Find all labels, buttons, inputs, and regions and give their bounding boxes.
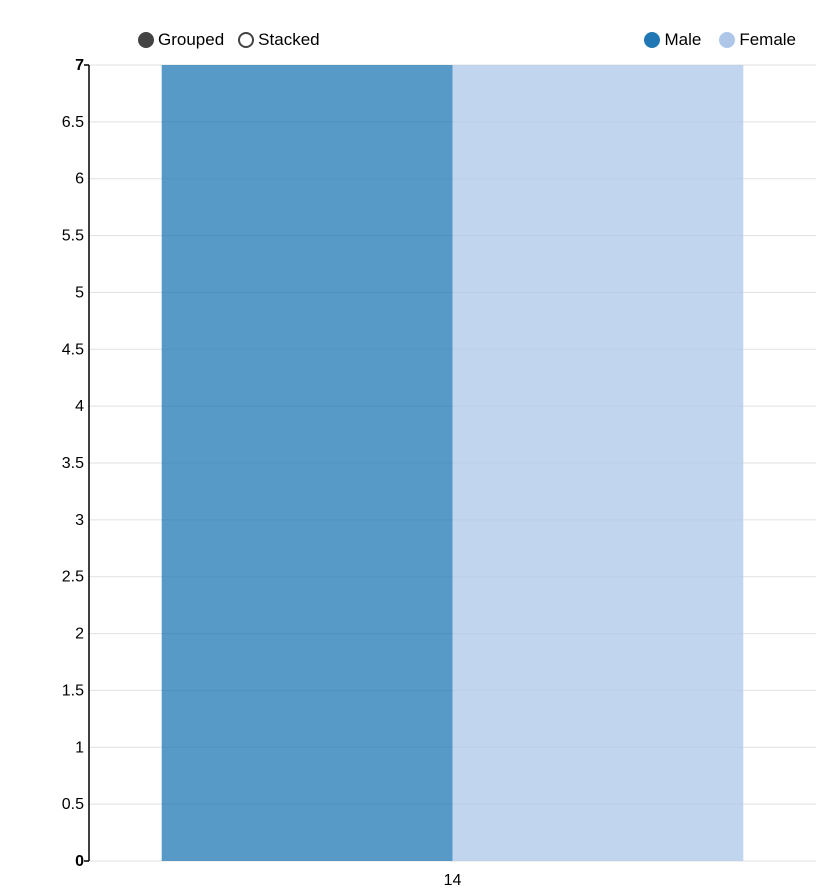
y-tick-label: 4 — [75, 398, 84, 415]
series-legend: Male Female — [644, 30, 796, 50]
y-tick-label: 1.5 — [62, 682, 84, 699]
legend-item-male[interactable]: Male — [644, 30, 701, 50]
legend-item-female[interactable]: Female — [719, 30, 796, 50]
y-tick-label: 5 — [75, 284, 84, 301]
y-tick-label: 6.5 — [62, 114, 84, 131]
display-mode-controls: Grouped Stacked — [138, 30, 320, 50]
bar-male-14[interactable] — [161, 65, 453, 861]
y-tick-label: 5.5 — [62, 228, 84, 245]
grouped-option[interactable]: Grouped — [138, 30, 224, 50]
y-tick-label: 1 — [75, 739, 84, 756]
y-tick-label: 4.5 — [62, 341, 84, 358]
y-tick-label: 2.5 — [62, 569, 84, 586]
grouped-label: Grouped — [158, 30, 225, 49]
stacked-radio-icon[interactable] — [238, 32, 255, 48]
x-tick-label: 14 — [444, 872, 462, 889]
y-tick-label: 2 — [75, 626, 84, 643]
y-tick-label: 6 — [75, 171, 84, 188]
legend-label-female: Female — [739, 30, 796, 49]
bars — [161, 65, 744, 861]
y-tick-label: 7 — [75, 57, 84, 74]
bar-female-14[interactable] — [452, 65, 744, 861]
female-swatch-icon[interactable] — [719, 32, 736, 48]
y-tick-label: 3 — [75, 512, 84, 529]
stacked-option[interactable]: Stacked — [238, 30, 320, 50]
male-swatch-icon[interactable] — [644, 32, 661, 48]
stacked-label: Stacked — [258, 30, 320, 49]
legend-label-male: Male — [664, 30, 702, 49]
grouped-radio-icon[interactable] — [138, 32, 154, 48]
y-tick-label: 3.5 — [62, 455, 84, 472]
y-tick-label: 0.5 — [62, 796, 84, 813]
y-tick-label: 0 — [75, 853, 84, 870]
axes: 0 0.5 1 1.5 2 2.5 3 3.5 4 4.5 5 5.5 6 6.5 7 14 — [62, 57, 462, 889]
